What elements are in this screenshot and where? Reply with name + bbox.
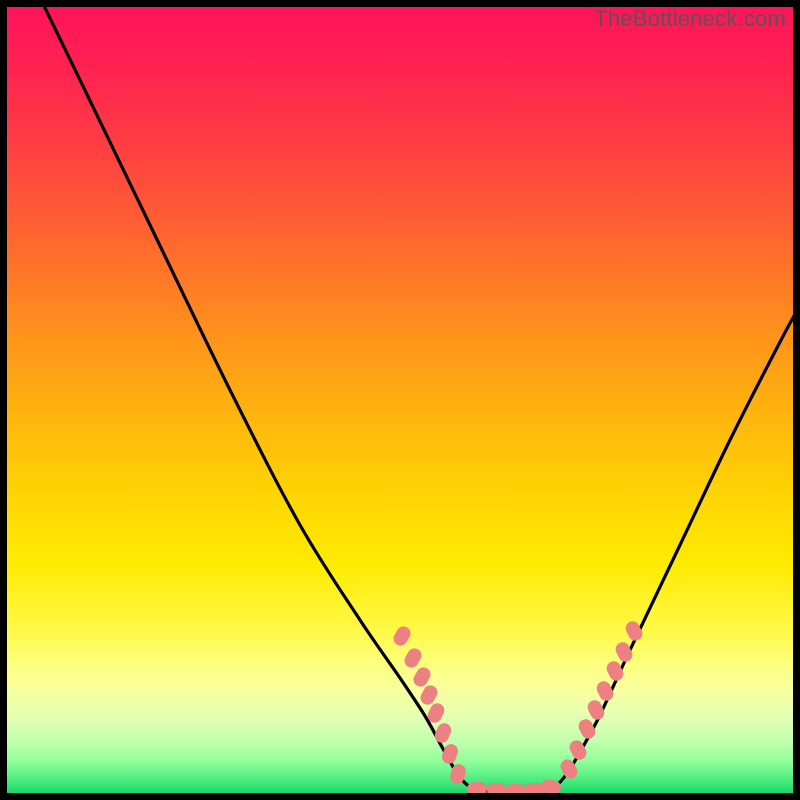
chart-svg (0, 0, 800, 800)
watermark-text: TheBottleneck.com (594, 6, 786, 32)
bottleneck-chart: TheBottleneck.com (0, 0, 800, 800)
